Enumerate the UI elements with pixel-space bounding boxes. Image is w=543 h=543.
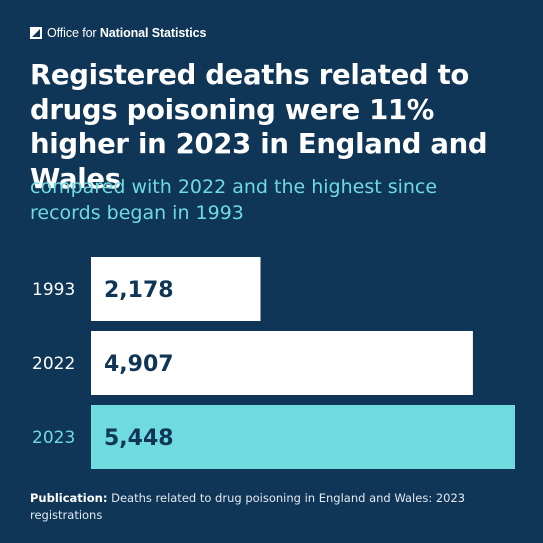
bar-1993 <box>91 257 261 321</box>
publication-text: Deaths related to drug poisoning in Engl… <box>30 491 466 522</box>
value-label-2022: 4,907 <box>104 352 174 377</box>
publication-label: Publication: <box>30 491 108 505</box>
publication-footer: Publication: Deaths related to drug pois… <box>30 490 510 524</box>
category-label-2023: 2023 <box>32 428 75 448</box>
bar-chart: 1993 2,178 2022 4,907 2023 5,448 <box>32 257 515 469</box>
ons-logo-icon <box>30 27 42 39</box>
bar-2023 <box>91 405 515 469</box>
value-label-2023: 5,448 <box>104 426 174 451</box>
bar-2022 <box>91 331 473 395</box>
page-title: Registered deaths related to drugs poiso… <box>30 59 488 195</box>
brand-name: Office for National Statistics <box>47 26 206 40</box>
page-subtitle: compared with 2022 and the highest since… <box>30 176 438 224</box>
category-label-1993: 1993 <box>32 280 75 300</box>
bar-group-2023: 2023 5,448 <box>32 405 515 469</box>
bar-group-1993: 1993 2,178 <box>32 257 261 321</box>
bar-group-2022: 2022 4,907 <box>32 331 473 395</box>
category-label-2022: 2022 <box>32 354 75 374</box>
brand-name-prefix: Office for <box>47 26 97 40</box>
brand-name-main: National Statistics <box>99 26 207 40</box>
brand-header: Office for National Statistics <box>30 24 206 42</box>
value-label-1993: 2,178 <box>104 278 174 303</box>
